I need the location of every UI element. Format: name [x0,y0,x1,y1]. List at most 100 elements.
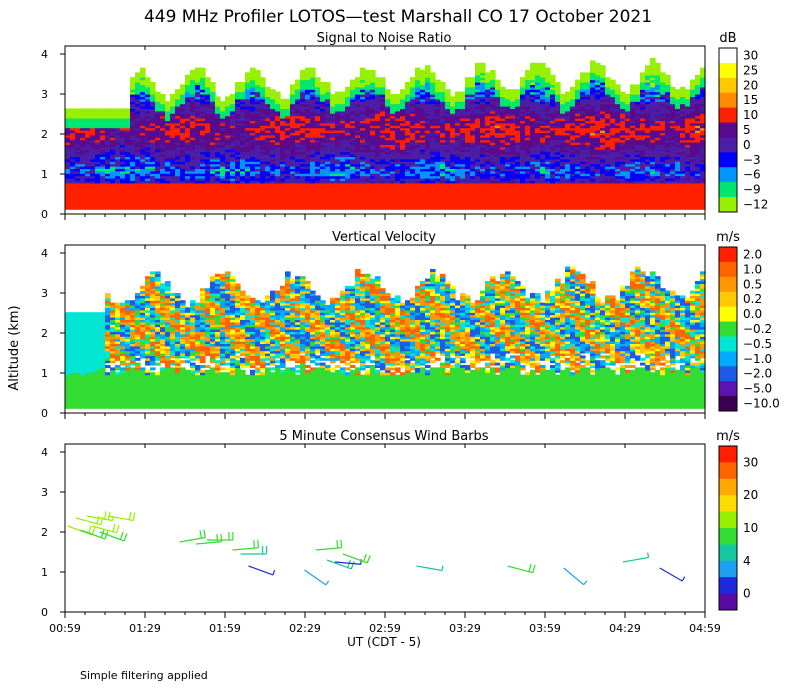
snr-cell [290,197,296,201]
snr-cell [225,139,231,143]
snr-cell [475,67,481,71]
snr-cell [140,84,146,88]
snr-cell [310,96,316,100]
snr-cell [215,151,221,155]
snr-cell [210,127,216,131]
snr-cell [150,168,156,172]
snr-cell [490,98,496,102]
snr-cell [460,154,466,157]
snr-cell [310,178,316,181]
snr-cell [200,199,206,203]
snr-cell [185,182,191,186]
snr-cell [425,156,431,160]
snr-cell [455,156,461,160]
snr-cell [315,122,321,126]
snr-cell [90,202,96,205]
snr-cell [335,149,341,153]
snr-cell [400,101,406,105]
snr-cell [225,163,231,167]
snr-cell [400,120,406,124]
snr-cell [465,86,471,90]
snr-cell [355,137,361,141]
snr-cell [455,130,461,133]
snr-cell [435,101,441,105]
snr-cell [435,192,441,196]
snr-cell [350,149,356,153]
snr-cell [440,86,446,90]
snr-cell [315,194,321,198]
snr-cell [505,91,511,95]
snr-cell [505,142,511,145]
snr-cell [285,180,291,184]
snr-cell [445,199,451,203]
snr-cell [370,178,376,181]
snr-cell [420,139,426,143]
snr-cell [295,190,301,193]
snr-cell [440,118,446,121]
snr-cell [75,206,81,210]
snr-cell [145,91,151,95]
snr-cell [220,178,226,181]
snr-cell [65,127,71,131]
snr-cell [420,151,426,155]
snr-cell [350,202,356,205]
snr-cell [70,156,76,160]
snr-cell [335,168,341,172]
snr-cell [90,156,96,160]
snr-cell [340,206,346,210]
snr-cell [155,156,161,160]
snr-cell [170,142,176,145]
snr-cell [95,178,101,181]
snr-cell [220,158,226,162]
snr-cell [470,151,476,155]
snr-cell [315,101,321,105]
snr-cell [310,158,316,162]
snr-cell [170,101,176,105]
snr-cell [380,125,386,129]
snr-cell [465,170,471,174]
snr-cell [440,84,446,88]
snr-cell [175,137,181,141]
snr-cell [425,163,431,167]
snr-cell [175,202,181,205]
snr-cell [145,166,151,169]
snr-cell [260,190,266,193]
snr-cell [115,142,121,145]
snr-cell [125,125,131,129]
snr-cell [510,120,516,124]
snr-cell [465,89,471,93]
snr-cell [215,137,221,141]
snr-cell [310,113,316,117]
snr-cell [385,175,391,179]
snr-cell [170,98,176,102]
snr-cell [375,149,381,153]
snr-cell [230,161,236,165]
snr-cell [340,204,346,208]
snr-cell [180,161,186,165]
snr-cell [475,180,481,184]
snr-cell [400,161,406,165]
snr-cell [430,182,436,186]
snr-cell [395,125,401,129]
snr-cell [120,192,126,196]
snr-cell [495,190,501,193]
snr-cell [455,94,461,97]
snr-cell [480,139,486,143]
snr-cell [200,84,206,88]
snr-cell [230,197,236,201]
snr-cell [385,106,391,109]
snr-cell [500,115,506,119]
snr-cell [80,185,86,189]
snr-cell [90,180,96,184]
snr-cell [395,142,401,145]
snr-cell [345,132,351,136]
snr-cell [375,144,381,148]
snr-cell [145,158,151,162]
snr-cell [370,158,376,162]
snr-cell [245,134,251,138]
snr-cell [180,166,186,169]
snr-cell [145,142,151,145]
snr-cell [420,82,426,85]
snr-cell [305,197,311,201]
snr-cell [245,166,251,169]
